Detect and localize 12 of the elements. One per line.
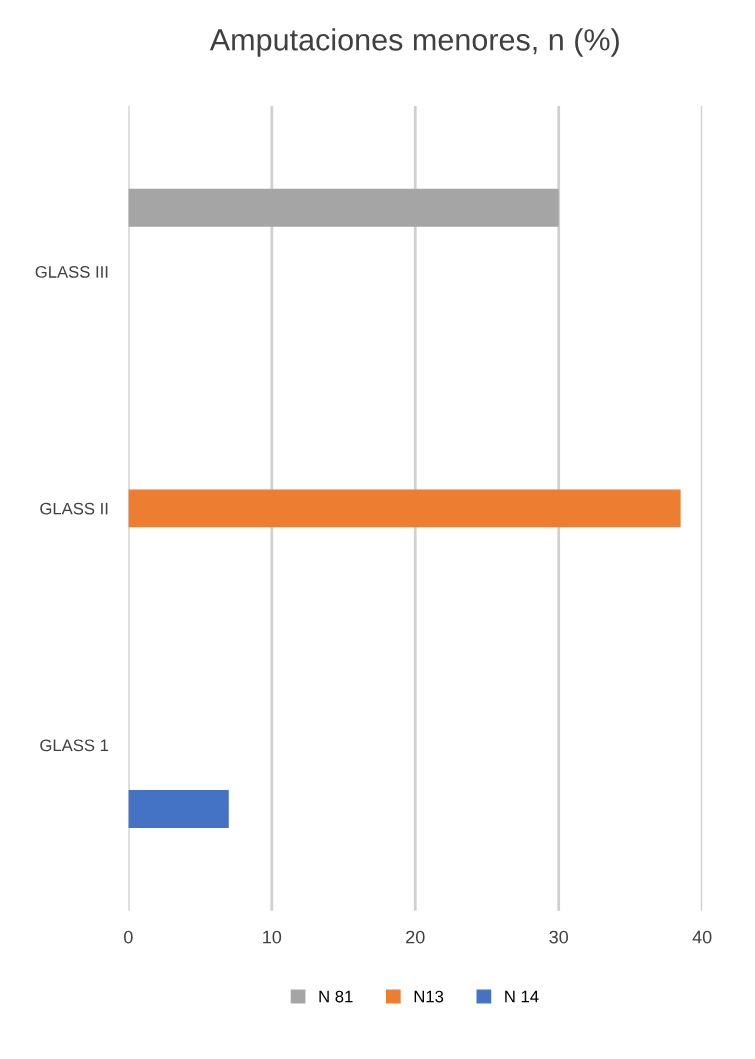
legend-label: N 81 [319, 990, 353, 1003]
legend-label: N13 [414, 990, 444, 1003]
y-tick-label: GLASS III [35, 266, 108, 278]
x-tick-label: 10 [263, 930, 282, 944]
chart-title: Amputaciones menores, n (%) [209, 28, 619, 57]
legend-label: N 14 [505, 990, 539, 1003]
x-tick-label: 30 [549, 930, 569, 944]
y-tick-label: GLASS 1 [40, 739, 109, 752]
y-tick-label: GLASS II [40, 502, 108, 515]
x-tick-label: 0 [124, 930, 133, 944]
x-tick-label: 40 [692, 930, 712, 944]
x-tick-label: 20 [406, 930, 425, 944]
